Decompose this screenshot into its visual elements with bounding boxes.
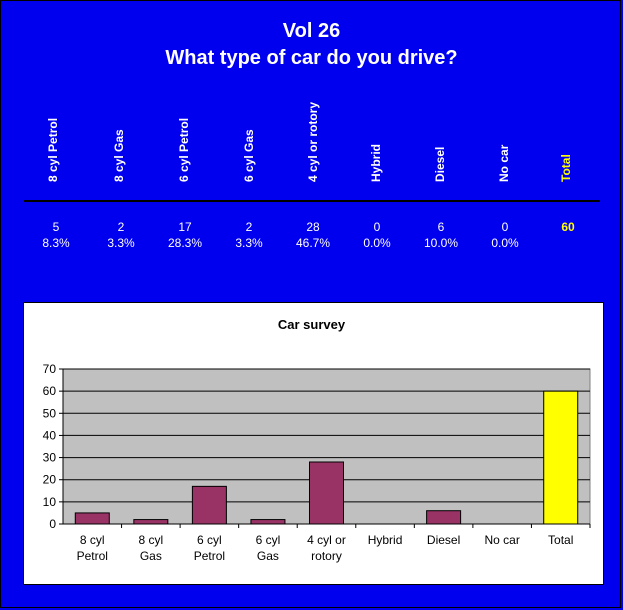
- chart-title: Car survey: [277, 317, 346, 332]
- column-header-label: 6 cyl Petrol: [177, 117, 191, 182]
- total-header-label: Total: [559, 154, 573, 182]
- count-value: 0: [373, 220, 381, 234]
- column-header-label: Hybrid: [369, 143, 383, 182]
- percent-value: 46.7%: [295, 236, 331, 250]
- count-value: 0: [501, 220, 509, 234]
- table-divider: [24, 200, 600, 202]
- percent-value: 8.3%: [42, 236, 70, 250]
- column-header: 6 cyl Petrol: [177, 86, 192, 196]
- column-header-label: 8 cyl Gas: [112, 129, 126, 182]
- column-header: Diesel: [433, 86, 448, 196]
- column-header: 6 cyl Gas: [242, 86, 257, 196]
- column-header: No car: [497, 86, 512, 196]
- count-value: 2: [245, 220, 253, 234]
- count-value: 28: [306, 220, 320, 234]
- percent-value: 0.0%: [491, 236, 519, 250]
- column-header: 4 cyl or rotory: [306, 86, 321, 196]
- column-header: 8 cyl Petrol: [46, 86, 61, 196]
- page-title: Vol 26: [282, 20, 341, 42]
- percent-value: 10.0%: [423, 236, 459, 250]
- total-count: 60: [561, 220, 575, 234]
- count-value: 17: [178, 220, 192, 234]
- column-header-label: No car: [497, 144, 511, 182]
- column-header-label: 4 cyl or rotory: [306, 101, 320, 182]
- column-header-label: Diesel: [433, 146, 447, 182]
- column-header: Hybrid: [369, 86, 384, 196]
- column-header: 8 cyl Gas: [112, 86, 127, 196]
- count-value: 5: [52, 220, 60, 234]
- percent-value: 3.3%: [235, 236, 263, 250]
- count-value: 6: [437, 220, 445, 234]
- column-header-label: 6 cyl Gas: [242, 129, 256, 182]
- chart-panel: [23, 302, 604, 585]
- total-header: Total: [559, 86, 574, 196]
- page-subtitle: What type of car do you drive?: [165, 47, 458, 69]
- percent-value: 28.3%: [167, 236, 203, 250]
- column-header-label: 8 cyl Petrol: [46, 117, 60, 182]
- percent-value: 3.3%: [107, 236, 135, 250]
- percent-value: 0.0%: [363, 236, 391, 250]
- count-value: 2: [117, 220, 125, 234]
